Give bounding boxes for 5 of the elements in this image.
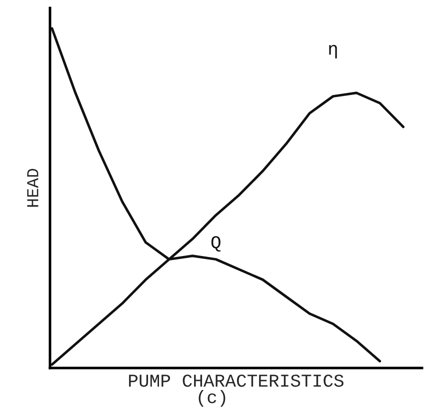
- text: (c): [198, 390, 226, 407]
- text: η: [329, 44, 337, 58]
- y-axis-title: HEAD: [27, 168, 38, 207]
- x-axis-title: PUMP CHARACTERISTICS: [129, 374, 344, 387]
- series-label: Q: [211, 236, 221, 252]
